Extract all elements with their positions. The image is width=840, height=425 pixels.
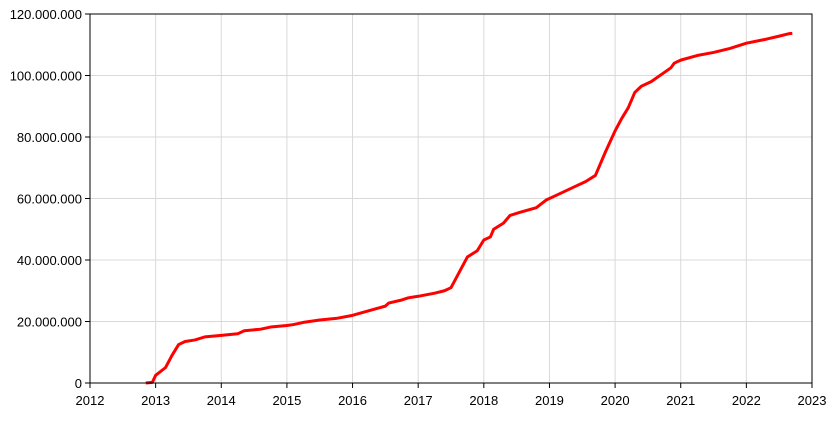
y-tick-label: 0	[75, 376, 82, 391]
y-tick-label: 60.000.000	[17, 192, 82, 207]
x-tick-label: 2023	[798, 393, 827, 408]
axes: 0 20.000.000 40.000.000 60.000.000 80.000.00…	[10, 7, 827, 408]
y-tick-label: 20.000.000	[17, 315, 82, 330]
plot	[145, 31, 793, 385]
x-tick-label: 2021	[666, 393, 695, 408]
x-tick-label: 2022	[732, 393, 761, 408]
y-tick-label: 100.000.000	[10, 69, 82, 84]
grid	[89, 13, 813, 384]
y-tick-label: 40.000.000	[17, 253, 82, 268]
y-tick-label: 80.000.000	[17, 130, 82, 145]
y-tick-label: 120.000.000	[10, 7, 82, 22]
x-tick-label: 2019	[535, 393, 564, 408]
x-tick-label: 2015	[272, 393, 301, 408]
x-tick-label: 2014	[207, 393, 236, 408]
x-tick-label: 2017	[404, 393, 433, 408]
x-tick-label: 2018	[469, 393, 498, 408]
x-tick-label: 2012	[76, 393, 105, 408]
data-line	[145, 31, 793, 385]
x-tick-label: 2016	[338, 393, 367, 408]
x-tick-label: 2013	[141, 393, 170, 408]
x-tick-label: 2020	[601, 393, 630, 408]
